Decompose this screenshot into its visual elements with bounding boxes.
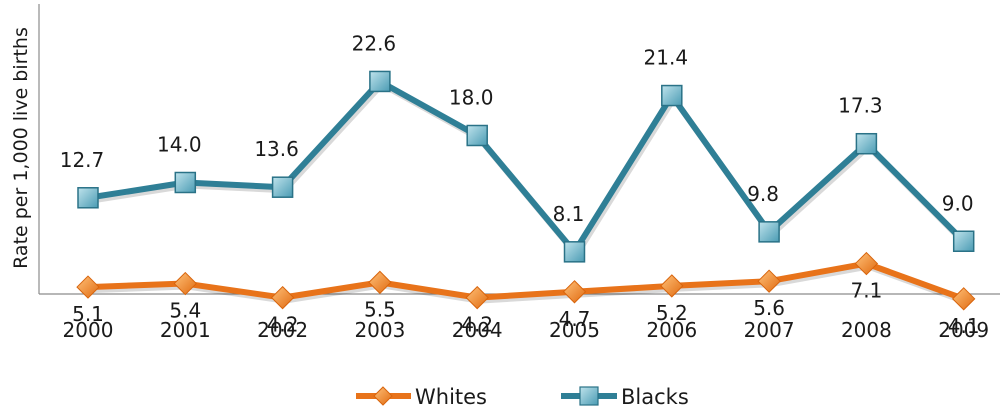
x-tick-label-2009: 2009 [938,318,989,342]
series-blacks-point-2000 [77,187,99,209]
series-whites-point-2008 [854,251,879,276]
series-whites-point-2001 [173,271,198,296]
x-tick-label-2002: 2002 [257,318,308,342]
data-label-whites-2004: 4.2 [461,313,493,337]
y-axis-label: Rate per 1,000 live births [10,27,32,269]
data-label-whites-2003: 5.5 [364,297,396,321]
series-whites-point-2005 [562,280,587,304]
x-tick-label-2003: 2003 [354,318,405,342]
x-tick-label-2005: 2005 [549,318,600,342]
data-label-whites-2002: 4.2 [267,313,299,337]
series-blacks-point-2002 [271,176,294,198]
series-blacks-point-2009 [952,230,975,252]
legend: Whites Blacks [356,385,689,408]
series-whites-point-2003 [368,270,392,295]
series-blacks-line [87,78,966,255]
data-label-blacks-2000: 12.7 [60,148,105,172]
data-label-blacks-2008: 17.3 [838,94,883,118]
data-label-whites-2008: 7.1 [850,279,882,303]
series-whites-point-2004 [465,285,489,310]
series-blacks-point-2008 [855,132,878,155]
x-tick-label-2006: 2006 [646,318,697,342]
data-label-blacks-2006: 21.4 [644,46,689,70]
data-label-blacks-2007: 9.8 [747,182,779,206]
legend-item-blacks: Blacks [561,385,689,408]
data-label-blacks-2004: 18.0 [449,86,494,110]
series-whites-point-2006 [660,274,684,298]
data-label-whites-2000: 5.1 [72,302,104,326]
data-label-blacks-2001: 14.0 [157,133,202,157]
series-blacks-point-2006 [661,84,683,107]
x-tick-label-2008: 2008 [841,318,892,342]
series-blacks-point-2004 [466,124,488,147]
series-blacks-point-2001 [174,171,197,194]
data-label-blacks-2009: 9.0 [942,191,974,215]
data-label-whites-2009: 4.1 [948,314,980,338]
x-tick-label-2000: 2000 [63,318,114,342]
legend-whites-label: Whites [415,385,487,408]
series-whites-point-2007 [757,269,781,293]
data-label-whites-2007: 5.6 [753,296,785,320]
data-label-whites-2005: 4.7 [559,307,591,331]
series-blacks-point-2005 [563,241,586,263]
x-tick-label-2007: 2007 [744,318,795,342]
data-label-whites-2006: 5.2 [656,301,688,325]
series-whites-point-2009 [951,287,976,311]
legend-blacks-marker [579,386,599,406]
x-tick-label-2004: 2004 [452,318,503,342]
legend-item-whites: Whites [356,385,487,408]
legend-blacks-label: Blacks [621,385,689,408]
series-whites-point-2002 [270,285,295,310]
legend-whites-marker [373,386,393,406]
data-label-blacks-2003: 22.6 [352,31,397,55]
data-label-blacks-2002: 13.6 [254,137,299,161]
data-label-whites-2001: 5.4 [169,299,201,323]
x-tick-label-2001: 2001 [160,318,211,342]
series-blacks-point-2007 [758,221,780,243]
data-label-blacks-2005: 8.1 [553,202,585,226]
series-blacks-point-2003 [369,70,391,93]
series-whites-point-2000 [76,275,100,299]
series-whites-line [87,260,965,302]
